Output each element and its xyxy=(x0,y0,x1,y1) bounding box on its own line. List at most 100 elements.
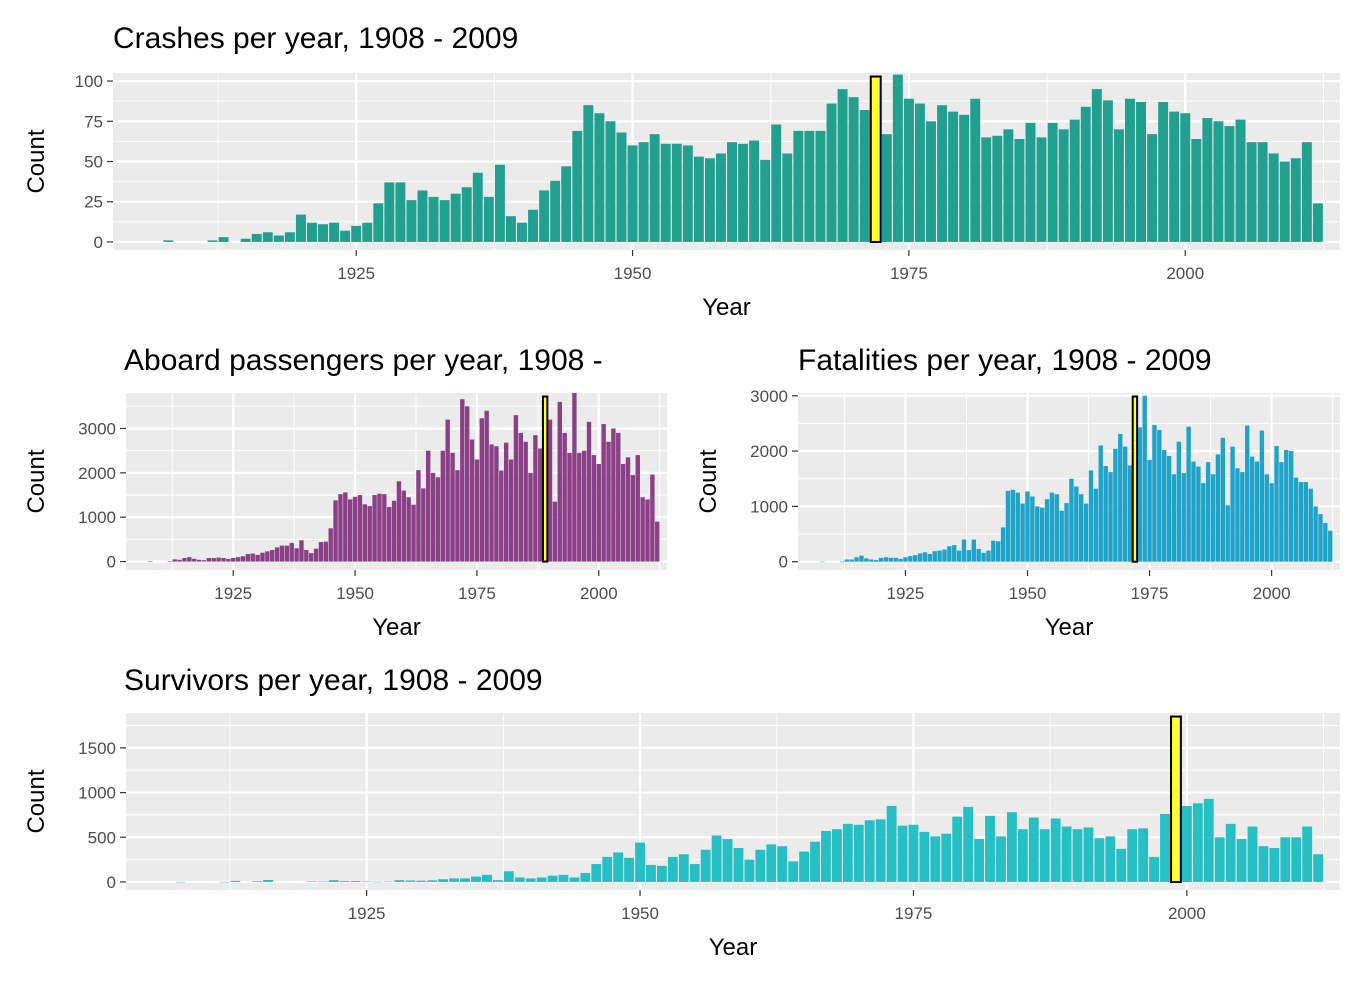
x-tick-label: 1950 xyxy=(1009,584,1047,603)
bar-1997 xyxy=(1254,461,1260,562)
bar-1922 xyxy=(318,224,329,242)
bar-1985 xyxy=(523,441,528,562)
bar-2006 xyxy=(625,457,631,562)
bar-1913 xyxy=(230,880,241,882)
bar-1912 xyxy=(167,561,173,562)
bar-1978 xyxy=(941,833,952,882)
bar-1958 xyxy=(715,153,726,242)
bar-1942 xyxy=(313,548,319,562)
bar-1942 xyxy=(986,550,991,562)
x-tick-label: 1925 xyxy=(348,904,386,923)
bar-1935 xyxy=(461,187,472,242)
bar-1923 xyxy=(221,558,226,562)
bar-1924 xyxy=(226,558,231,562)
bar-1967 xyxy=(435,477,441,562)
bar-1923 xyxy=(893,557,898,562)
bar-1972 xyxy=(875,819,886,882)
bar-1973 xyxy=(881,134,892,242)
x-tick-label: 2000 xyxy=(1253,584,1291,603)
bar-1987 xyxy=(1039,829,1050,882)
bar-1964 xyxy=(1093,488,1099,562)
plot-background xyxy=(126,393,667,570)
bar-1976 xyxy=(479,418,484,562)
highlight-bar-1989 xyxy=(541,395,549,563)
chart-panel-3: 1925 1950 1975 2000 0 1000 2000 3000 Year Count Fa… xyxy=(695,344,1340,641)
bar-2006 xyxy=(1246,142,1257,242)
bar-2004 xyxy=(1288,451,1294,562)
y-tick-label: 0 xyxy=(94,233,103,252)
bar-1946 xyxy=(591,864,602,882)
bar-1925 xyxy=(351,225,362,242)
bar-1934 xyxy=(947,546,952,562)
bar-1920 xyxy=(878,557,884,562)
bar-2012 xyxy=(1312,203,1323,242)
bar-1998 xyxy=(1259,430,1265,562)
bar-1933 xyxy=(439,200,450,242)
bar-1926 xyxy=(362,222,373,242)
bar-1927 xyxy=(383,881,394,883)
bar-1932 xyxy=(428,196,439,242)
bar-1957 xyxy=(704,158,715,242)
bar-1986 xyxy=(1025,122,1036,242)
chart-title: Aboard passengers per year, 1908 - xyxy=(124,344,603,377)
bar-1998 xyxy=(1158,101,1169,242)
bar-1980 xyxy=(499,470,504,562)
bar-1931 xyxy=(932,551,937,562)
bar-1991 xyxy=(552,501,558,562)
bar-1952 xyxy=(1035,506,1040,562)
bar-1993 xyxy=(1102,100,1113,242)
bar-1908 xyxy=(148,561,153,562)
bar-1980 xyxy=(1171,474,1177,562)
bar-1961 xyxy=(749,140,760,242)
bar-1998 xyxy=(1160,814,1170,882)
bar-1936 xyxy=(481,874,492,882)
bar-2006 xyxy=(1298,482,1304,562)
bar-1955 xyxy=(377,493,382,562)
bar-2012 xyxy=(1328,530,1333,562)
bar-1962 xyxy=(411,504,416,562)
bar-1930 xyxy=(255,554,260,562)
bar-1942 xyxy=(547,875,558,882)
y-tick-label: 0 xyxy=(107,873,116,892)
bar-1958 xyxy=(722,839,733,882)
bar-1944 xyxy=(996,541,1001,562)
bar-1949 xyxy=(1020,503,1025,562)
bar-1965 xyxy=(1098,445,1103,562)
bar-1975 xyxy=(1147,459,1152,562)
bar-1916 xyxy=(187,557,192,562)
bar-1965 xyxy=(799,851,810,882)
bar-1943 xyxy=(318,542,324,562)
bar-1983 xyxy=(1186,426,1191,562)
bar-1981 xyxy=(1176,441,1182,562)
bar-2012 xyxy=(655,521,660,562)
bar-1918 xyxy=(196,559,202,562)
bar-1957 xyxy=(1059,510,1064,562)
x-tick-label: 1950 xyxy=(621,904,659,923)
bar-1916 xyxy=(859,555,864,562)
bar-1994 xyxy=(567,452,572,562)
bar-1943 xyxy=(550,180,561,242)
bar-1970 xyxy=(848,97,859,242)
bar-1977 xyxy=(930,836,941,882)
bar-1960 xyxy=(744,859,755,882)
bar-1996 xyxy=(1136,101,1147,242)
bar-1955 xyxy=(682,145,693,242)
bar-1952 xyxy=(362,504,368,562)
bar-2011 xyxy=(1301,142,1312,242)
bar-1975 xyxy=(474,459,480,562)
bar-1984 xyxy=(1191,461,1196,562)
bar-1977 xyxy=(484,410,489,562)
bar-1931 xyxy=(427,880,438,882)
bar-1958 xyxy=(1064,503,1069,562)
bar-1979 xyxy=(1166,456,1172,562)
bar-1951 xyxy=(638,142,649,242)
bar-1954 xyxy=(1044,499,1050,562)
bar-1963 xyxy=(1088,470,1094,562)
bar-2006 xyxy=(1247,826,1258,882)
highlight-bar-1999 xyxy=(1170,715,1182,883)
chart-title: Fatalities per year, 1908 - 2009 xyxy=(798,344,1212,377)
bar-1950 xyxy=(635,842,645,882)
bar-2005 xyxy=(1236,839,1247,882)
bar-2001 xyxy=(1191,138,1202,242)
y-axis-label: Count xyxy=(23,129,50,193)
